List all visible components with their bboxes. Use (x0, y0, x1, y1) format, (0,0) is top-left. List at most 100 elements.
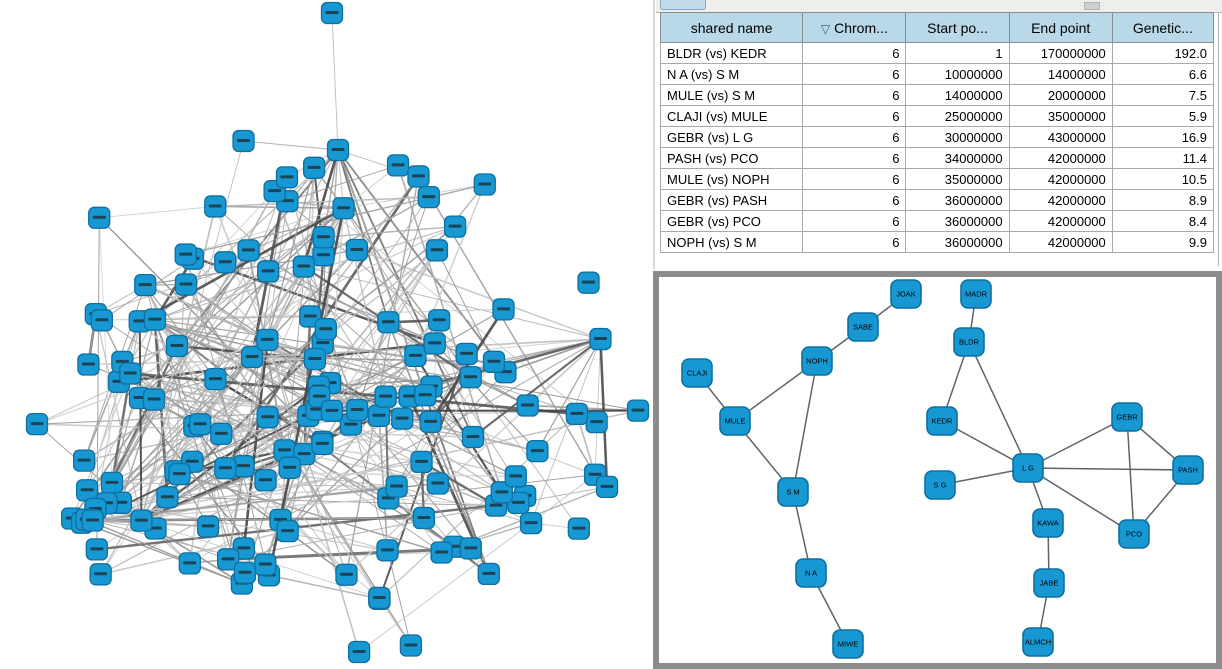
network-node[interactable] (181, 450, 204, 473)
network-node[interactable] (386, 154, 410, 177)
network-node-l-g[interactable]: L G (1012, 453, 1044, 483)
cell-value[interactable]: 8.4 (1111, 210, 1215, 232)
cell-value[interactable]: 16.9 (1111, 126, 1215, 148)
panel-splitter[interactable] (653, 0, 655, 269)
network-node[interactable] (376, 539, 399, 562)
network-node-noph[interactable]: NOPH (801, 346, 833, 376)
cell-value[interactable]: 42000000 (1008, 168, 1113, 190)
network-node[interactable] (174, 273, 198, 296)
network-node[interactable] (399, 634, 423, 657)
overview-network-canvas[interactable] (0, 0, 653, 669)
network-node[interactable] (77, 353, 100, 376)
cell-value[interactable]: 42000000 (1008, 231, 1113, 253)
table-row[interactable]: GEBR (vs) PASH 6 36000000 42000000 8.9 (659, 189, 1215, 211)
network-node[interactable] (254, 469, 277, 492)
network-node[interactable] (473, 173, 496, 196)
network-node[interactable] (72, 449, 96, 472)
network-node[interactable] (417, 185, 440, 209)
network-node[interactable] (367, 404, 391, 427)
network-node[interactable] (312, 226, 335, 249)
network-node-s-g[interactable]: S G (924, 470, 956, 500)
network-node[interactable] (174, 243, 197, 266)
network-node[interactable] (585, 410, 608, 434)
network-node-bldr[interactable]: BLDR (953, 327, 985, 357)
cell-value[interactable]: 14000000 (1008, 63, 1113, 85)
network-edge[interactable] (792, 360, 818, 493)
network-node[interactable] (232, 455, 255, 478)
network-node[interactable] (492, 298, 515, 321)
network-node[interactable] (426, 472, 449, 495)
network-node[interactable] (75, 479, 99, 502)
network-node-pash[interactable]: PASH (1172, 455, 1204, 485)
table-row[interactable]: MULE (vs) S M 6 14000000 20000000 7.5 (659, 84, 1215, 106)
cell-value[interactable]: 42000000 (1008, 147, 1113, 169)
network-node[interactable] (189, 413, 212, 436)
network-node-claji[interactable]: CLAJI (681, 358, 713, 388)
network-node-gebr[interactable]: GEBR (1111, 402, 1143, 432)
network-node[interactable] (459, 537, 482, 560)
network-node[interactable] (237, 239, 260, 262)
network-node[interactable] (178, 552, 201, 575)
cell-value[interactable]: 6 (802, 105, 907, 127)
network-node[interactable] (490, 481, 513, 504)
network-node[interactable] (254, 553, 277, 576)
network-node[interactable] (410, 450, 433, 473)
network-edge[interactable] (1126, 416, 1135, 535)
cell-shared-name[interactable]: BLDR (vs) KEDR (659, 42, 804, 64)
network-node[interactable] (168, 462, 191, 486)
cell-value[interactable]: 1 (905, 42, 1010, 64)
network-node[interactable] (214, 457, 237, 480)
network-node[interactable] (504, 465, 527, 488)
network-node[interactable] (142, 388, 166, 411)
table-tab-chip[interactable] (660, 0, 706, 10)
cell-value[interactable]: 6 (802, 63, 907, 85)
network-node[interactable] (407, 165, 430, 188)
cell-value[interactable]: 20000000 (1008, 84, 1113, 106)
network-node[interactable] (256, 406, 279, 429)
network-node[interactable] (455, 342, 478, 366)
cell-value[interactable]: 10000000 (905, 63, 1010, 85)
network-node[interactable] (256, 328, 279, 352)
network-node[interactable] (292, 255, 315, 278)
network-node-n-a[interactable]: N A (795, 558, 827, 588)
network-node[interactable] (134, 274, 157, 297)
network-node[interactable] (595, 475, 619, 499)
cell-value[interactable]: 36000000 (905, 231, 1010, 253)
cell-value[interactable]: 10.5 (1111, 168, 1215, 190)
cell-shared-name[interactable]: MULE (vs) NOPH (659, 168, 804, 190)
table-row[interactable]: GEBR (vs) L G 6 30000000 43000000 16.9 (659, 126, 1215, 148)
cell-value[interactable]: 36000000 (905, 210, 1010, 232)
cell-value[interactable]: 6 (802, 168, 907, 190)
table-row[interactable]: CLAJI (vs) MULE 6 25000000 35000000 5.9 (659, 105, 1215, 127)
table-row[interactable]: NOPH (vs) S M 6 36000000 42000000 9.9 (659, 231, 1215, 253)
network-node[interactable] (25, 413, 49, 436)
cell-value[interactable]: 6 (802, 210, 907, 232)
network-node[interactable] (314, 318, 337, 341)
network-node[interactable] (240, 345, 264, 369)
network-node[interactable] (423, 332, 446, 355)
network-node-madr[interactable]: MADR (960, 279, 992, 309)
network-node[interactable] (216, 548, 240, 571)
cell-value[interactable]: 34000000 (905, 147, 1010, 169)
network-node[interactable] (368, 586, 391, 610)
network-node[interactable] (461, 425, 485, 449)
network-node[interactable] (100, 471, 124, 494)
column-header-start-position[interactable]: Start po... (905, 12, 1010, 43)
network-node-jabe[interactable]: JABE (1033, 568, 1065, 598)
network-node[interactable] (85, 538, 108, 561)
cell-shared-name[interactable]: MULE (vs) S M (659, 84, 804, 106)
network-node[interactable] (232, 129, 255, 153)
table-row[interactable]: BLDR (vs) KEDR 6 1 170000000 192.0 (659, 42, 1215, 64)
cell-value[interactable]: 6.6 (1111, 63, 1215, 85)
cell-value[interactable]: 14000000 (905, 84, 1010, 106)
cell-value[interactable]: 7.5 (1111, 84, 1215, 106)
cell-shared-name[interactable]: PASH (vs) PCO (659, 147, 804, 169)
network-node[interactable] (345, 238, 369, 262)
detail-network-canvas[interactable]: JOAK SABE NOPH CLAJI MULE MADR BLDR KEDR GEBR L G… (659, 277, 1216, 663)
horizontal-scrollbar-thumb[interactable] (1084, 2, 1100, 10)
cell-value[interactable]: 30000000 (905, 126, 1010, 148)
network-node[interactable] (459, 366, 482, 389)
network-node[interactable] (326, 138, 350, 162)
network-node[interactable] (130, 509, 153, 532)
network-node-almch[interactable]: ALMCH (1022, 627, 1054, 657)
